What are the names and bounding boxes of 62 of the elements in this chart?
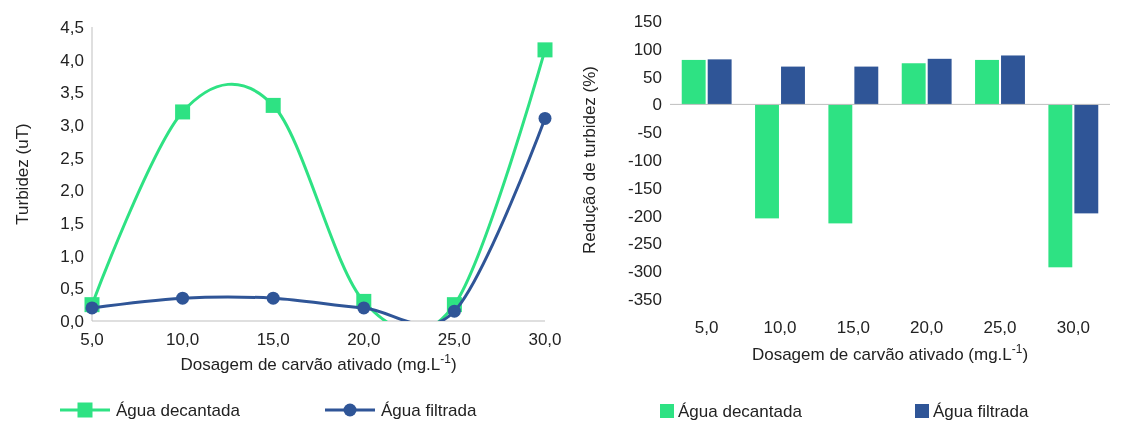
- point: [357, 301, 371, 315]
- y-tick-label: 0,0: [60, 311, 84, 331]
- y-tick-label: -150: [627, 178, 662, 198]
- x-tick-label: 30,0: [528, 330, 562, 349]
- x-tick-label: 5,0: [80, 330, 104, 349]
- bar: [975, 59, 999, 105]
- bar: [854, 66, 879, 105]
- bar: [1074, 104, 1099, 214]
- y-axis-title: Turbidez (uT): [13, 123, 32, 225]
- x-tick-label: 25,0: [983, 318, 1017, 337]
- bar: [707, 59, 732, 105]
- y-tick-label: 3,5: [60, 83, 84, 103]
- y-tick-label: 150: [633, 11, 662, 31]
- y-tick-label: 100: [633, 39, 662, 59]
- point: [537, 42, 553, 58]
- y-tick-label: 50: [643, 67, 662, 87]
- bar: [755, 104, 779, 219]
- y-tick-label: -200: [627, 206, 662, 226]
- x-tick-label: 15,0: [836, 318, 870, 337]
- y-tick-label: 0: [652, 95, 662, 115]
- x-tick-label: 10,0: [763, 318, 797, 337]
- x-tick-label: 25,0: [437, 330, 471, 349]
- x-axis-title: Dosagem de carvão ativado (mg.L$^{-1}$): [751, 342, 1029, 364]
- y-tick-label: 1,5: [60, 213, 84, 233]
- x-tick-label: 10,0: [166, 330, 200, 349]
- y-tick-label: -250: [627, 234, 662, 254]
- bar: [901, 63, 926, 105]
- bar: [681, 59, 706, 105]
- point: [265, 97, 281, 113]
- y-tick-label: 1,0: [60, 246, 84, 266]
- x-tick-label: 30,0: [1056, 318, 1090, 337]
- y-tick-label: 3,0: [60, 115, 84, 135]
- y-tick-label: 2,5: [60, 148, 84, 168]
- y-tick-label: 2,0: [60, 181, 84, 201]
- point: [176, 291, 190, 305]
- bar: [1048, 104, 1073, 268]
- bar: [781, 66, 805, 105]
- legend-label: Água decantada: [678, 401, 803, 421]
- x-tick-label: 5,0: [694, 318, 719, 337]
- point: [538, 111, 552, 125]
- point: [85, 301, 99, 315]
- x-tick-label: 20,0: [347, 330, 381, 349]
- point: [175, 104, 191, 120]
- y-axis-title: Redução de turbidez (%): [580, 65, 599, 255]
- y-tick-label: -50: [637, 123, 662, 143]
- y-tick-label: -350: [627, 289, 662, 309]
- legend-label: Água filtrada: [381, 400, 477, 420]
- point: [447, 304, 461, 318]
- y-tick-label: -100: [627, 150, 662, 170]
- y-tick-label: -300: [627, 262, 662, 282]
- y-tick-label: 4,5: [60, 17, 84, 37]
- y-tick-label: 0,5: [60, 279, 84, 299]
- x-axis-title: Dosagem de carvão ativado (mg.L$^{-1}$): [180, 352, 457, 374]
- bar: [927, 58, 952, 105]
- legend-label: Água filtrada: [933, 401, 1029, 421]
- bar: [828, 104, 853, 224]
- point: [266, 291, 280, 305]
- legend-label: Água decantada: [116, 400, 241, 420]
- x-tick-label: 15,0: [256, 330, 290, 349]
- x-tick-label: 20,0: [910, 318, 944, 337]
- bar: [1001, 55, 1025, 105]
- y-tick-label: 4,0: [60, 50, 84, 70]
